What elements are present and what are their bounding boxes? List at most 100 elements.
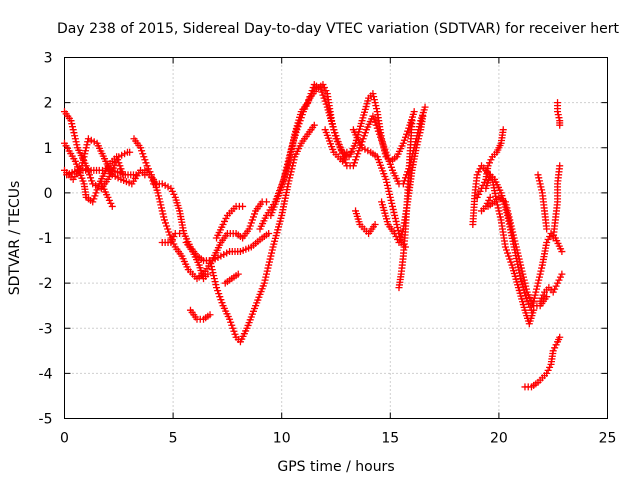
data-point-marker [262, 198, 270, 206]
x-tick-label: 10 [273, 431, 291, 447]
x-tick-label: 0 [60, 431, 69, 447]
data-point-marker [380, 142, 388, 150]
data-point-marker [83, 141, 91, 149]
data-point-marker [229, 324, 237, 332]
data-point-marker [81, 147, 89, 155]
data-point-marker [80, 153, 88, 161]
series-track-29 [549, 162, 564, 242]
data-point-marker [353, 153, 361, 161]
series-track-5 [63, 166, 140, 179]
data-point-marker [163, 222, 171, 230]
data-point-marker [536, 180, 544, 188]
data-point-marker [551, 344, 559, 352]
data-point-marker [392, 217, 400, 225]
data-point-marker [116, 162, 124, 170]
data-point-marker [170, 232, 178, 240]
data-point-marker [383, 181, 391, 189]
data-point-marker [308, 87, 316, 95]
data-point-marker [399, 139, 407, 147]
data-point-marker [387, 196, 395, 204]
data-point-marker [154, 189, 162, 197]
data-point-marker [404, 127, 412, 135]
data-point-marker [204, 270, 212, 278]
data-point-marker [551, 285, 559, 293]
series-track-20 [395, 117, 416, 292]
data-point-marker [504, 249, 512, 257]
data-point-marker [267, 252, 275, 260]
series-track-4 [97, 180, 116, 210]
data-point-marker [265, 258, 273, 266]
data-point-marker [384, 184, 392, 192]
data-point-marker [85, 171, 93, 179]
data-point-marker [371, 220, 379, 228]
data-point-marker [310, 121, 318, 129]
data-marks [61, 81, 566, 391]
data-point-marker [144, 165, 152, 173]
data-point-marker [495, 207, 503, 215]
data-point-marker [139, 150, 147, 158]
data-point-marker [168, 187, 176, 195]
data-point-marker [377, 133, 385, 141]
data-point-marker [206, 311, 214, 319]
data-point-marker [372, 121, 380, 129]
data-point-marker [483, 199, 491, 207]
data-point-marker [388, 199, 396, 207]
data-point-marker [531, 291, 539, 299]
data-point-marker [138, 147, 146, 155]
data-point-marker [539, 291, 547, 299]
data-point-marker [157, 201, 165, 209]
data-point-marker [388, 202, 396, 210]
data-point-marker [554, 111, 562, 119]
data-point-marker [536, 270, 544, 278]
data-point-marker [67, 117, 75, 125]
data-point-marker [218, 299, 226, 307]
data-point-marker [555, 276, 563, 284]
series-track-25 [478, 193, 494, 215]
data-point-marker [352, 156, 360, 164]
data-point-marker [265, 229, 273, 237]
x-tick-label: 20 [490, 431, 508, 447]
tick-labels: 0 5 10 15 20 25 -5 -4 -3 -2 -1 0 1 2 3 [39, 51, 617, 447]
data-point-marker [231, 330, 239, 338]
data-point-marker [168, 236, 176, 244]
series-track-7 [141, 166, 270, 283]
data-point-marker [330, 126, 338, 134]
data-point-marker [87, 174, 95, 182]
data-point-marker [361, 129, 369, 137]
series-track-1 [61, 108, 134, 192]
data-point-marker [473, 171, 481, 179]
data-point-marker [389, 205, 397, 213]
data-point-marker [332, 132, 340, 140]
data-point-marker [132, 171, 140, 179]
data-point-marker [69, 126, 77, 134]
data-point-marker [534, 171, 542, 179]
data-point-marker [72, 138, 80, 146]
series-track-24 [482, 171, 535, 314]
data-point-marker [534, 279, 542, 287]
y-tick-label: -2 [39, 276, 53, 292]
data-point-marker [262, 270, 270, 278]
data-point-marker [219, 220, 227, 228]
data-point-marker [210, 275, 218, 283]
data-point-marker [322, 100, 330, 108]
data-point-marker [506, 255, 514, 263]
data-point-marker [538, 294, 546, 302]
y-tick-label: -3 [39, 321, 53, 337]
data-point-marker [265, 261, 273, 269]
data-point-marker [543, 225, 551, 233]
data-point-marker [93, 186, 101, 194]
y-tick-label: 0 [44, 186, 53, 202]
chart-title: Day 238 of 2015, Sidereal Day-to-day VTE… [57, 21, 619, 37]
data-point-marker [108, 202, 116, 210]
plot-frame [64, 57, 608, 419]
data-point-marker [556, 333, 564, 341]
data-point-marker [260, 279, 268, 287]
data-point-marker [501, 243, 509, 251]
series-track-10 [186, 306, 214, 323]
data-point-marker [73, 141, 81, 149]
data-point-marker [89, 198, 97, 206]
data-point-marker [213, 284, 221, 292]
data-point-marker [216, 293, 224, 301]
data-point-marker [68, 120, 76, 128]
data-point-marker [207, 260, 215, 268]
